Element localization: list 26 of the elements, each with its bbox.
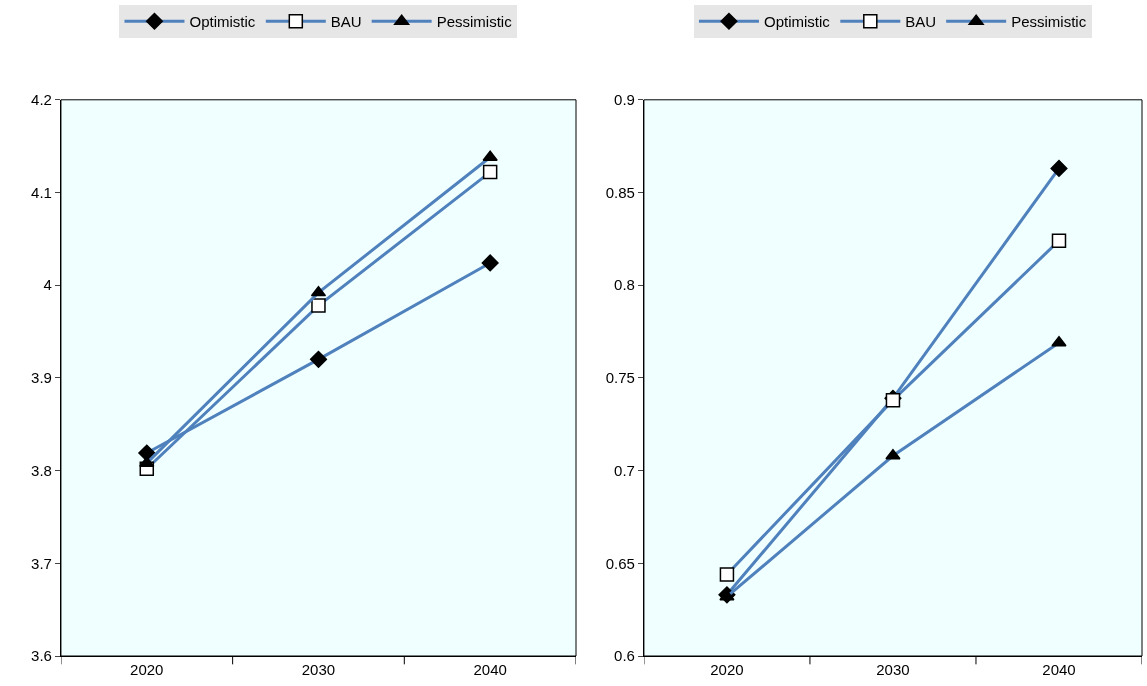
y-tick-label: 4.2 bbox=[31, 91, 52, 109]
y-tick-label: 0.85 bbox=[605, 183, 635, 201]
legend-label: BAU bbox=[905, 13, 937, 31]
x-tick-label: 2040 bbox=[473, 661, 507, 678]
y-tick-label: 0.8 bbox=[614, 276, 635, 294]
x-tick-label: 2040 bbox=[1042, 661, 1076, 678]
legend-label: Pessimistic bbox=[436, 13, 513, 31]
legend-label: BAU bbox=[330, 13, 362, 31]
y-tick-label: 0.65 bbox=[605, 554, 635, 572]
x-tick-label: 2030 bbox=[876, 661, 910, 678]
x-tick-label: 2030 bbox=[301, 661, 336, 678]
y-tick-label: 3.6 bbox=[31, 647, 52, 665]
y-tick-label: 3.9 bbox=[31, 369, 52, 387]
legend-label: Pessimistic bbox=[1011, 13, 1087, 31]
legend-label: Optimistic bbox=[189, 13, 256, 31]
y-tick-label: 0.7 bbox=[614, 461, 635, 479]
x-tick-label: 2020 bbox=[130, 661, 164, 678]
legend-label: Optimistic bbox=[763, 13, 831, 31]
y-tick-label: 0.6 bbox=[614, 647, 635, 665]
y-tick-label: 3.8 bbox=[31, 461, 52, 479]
y-tick-label: 0.75 bbox=[605, 369, 635, 387]
y-tick-label: 0.9 bbox=[614, 91, 635, 109]
x-tick-label: 2020 bbox=[710, 661, 744, 678]
y-tick-label: 4 bbox=[43, 276, 52, 294]
y-tick-label: 3.7 bbox=[31, 554, 52, 572]
y-tick-label: 4.1 bbox=[31, 183, 52, 201]
